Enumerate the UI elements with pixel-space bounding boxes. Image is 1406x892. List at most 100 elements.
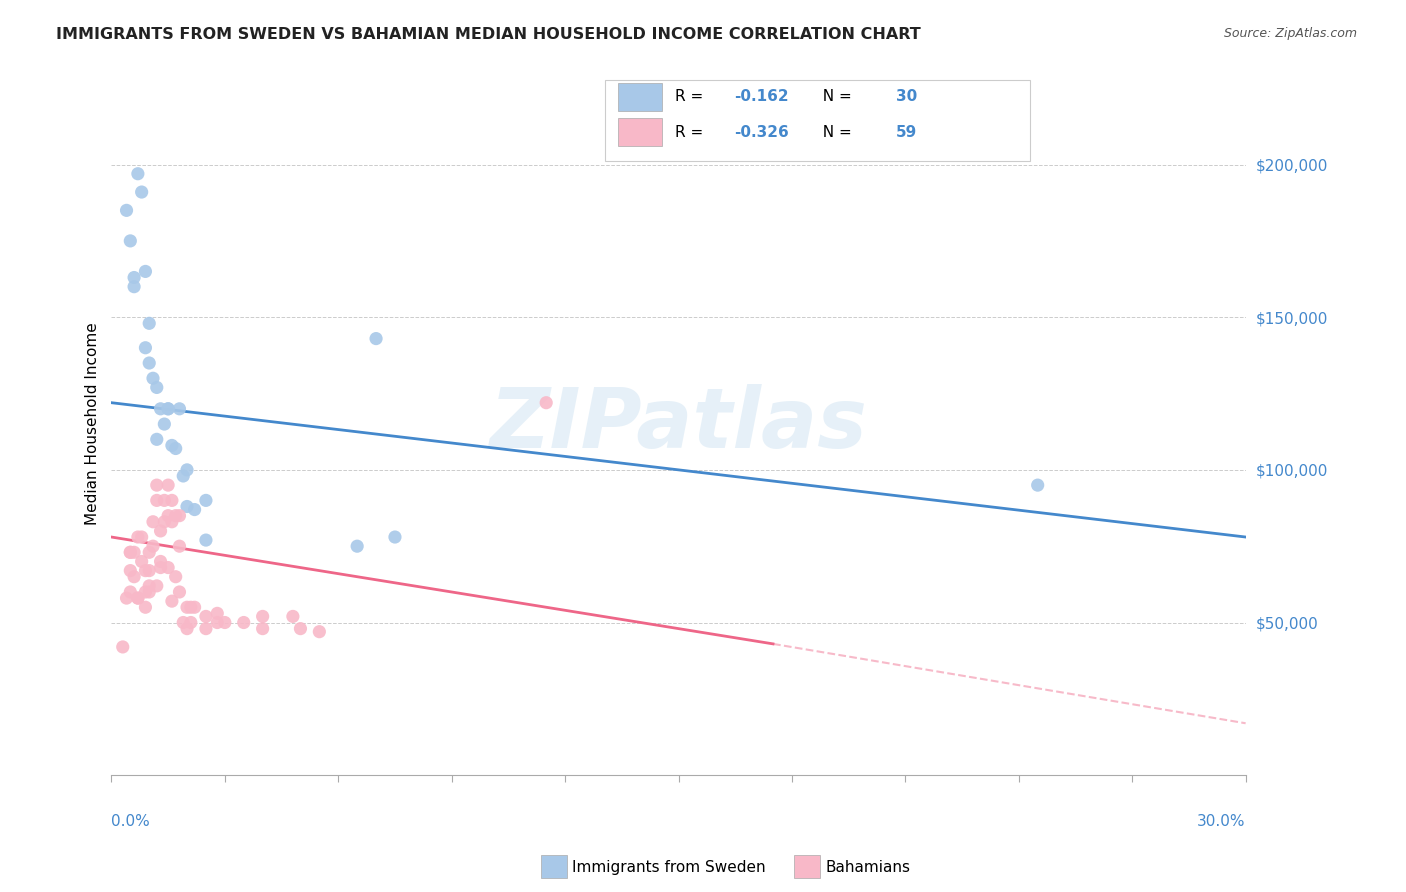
Point	[157, 401, 180, 416]
Text: N =: N =	[814, 125, 858, 140]
Point	[346, 539, 368, 553]
Point	[176, 500, 198, 514]
Point	[1026, 478, 1049, 492]
Point	[252, 622, 274, 636]
Point	[172, 615, 194, 630]
Point	[146, 579, 169, 593]
Point	[384, 530, 406, 544]
Point	[138, 585, 160, 599]
Bar	[619, 83, 661, 111]
Point	[127, 167, 149, 181]
Text: ZIPatlas: ZIPatlas	[489, 384, 868, 465]
Point	[138, 545, 160, 559]
Point	[127, 591, 149, 606]
Point	[364, 332, 387, 346]
Point	[146, 380, 169, 394]
Point	[176, 622, 198, 636]
Text: -0.326: -0.326	[734, 125, 789, 140]
Point	[169, 539, 191, 553]
Point	[127, 530, 149, 544]
Text: -0.162: -0.162	[734, 89, 789, 104]
Point	[138, 356, 160, 370]
Y-axis label: Median Household Income: Median Household Income	[86, 323, 100, 525]
Point	[146, 493, 169, 508]
Point	[214, 615, 236, 630]
Point	[194, 493, 217, 508]
Point	[131, 185, 153, 199]
Point	[157, 560, 180, 574]
Point	[122, 545, 145, 559]
Point	[138, 316, 160, 330]
Text: Source: ZipAtlas.com: Source: ZipAtlas.com	[1223, 27, 1357, 40]
Point	[134, 341, 156, 355]
Point	[111, 640, 134, 654]
Text: 30.0%: 30.0%	[1197, 814, 1246, 829]
Point	[160, 515, 183, 529]
Point	[157, 401, 180, 416]
Point	[176, 463, 198, 477]
Point	[232, 615, 254, 630]
Point	[134, 600, 156, 615]
Text: R =: R =	[675, 125, 709, 140]
Point	[131, 530, 153, 544]
Text: R =: R =	[675, 89, 709, 104]
Point	[534, 395, 557, 409]
Point	[146, 433, 169, 447]
Point	[131, 554, 153, 568]
Point	[207, 607, 229, 621]
Point	[115, 591, 138, 606]
Text: IMMIGRANTS FROM SWEDEN VS BAHAMIAN MEDIAN HOUSEHOLD INCOME CORRELATION CHART: IMMIGRANTS FROM SWEDEN VS BAHAMIAN MEDIA…	[56, 27, 921, 42]
Point	[120, 545, 142, 559]
Point	[180, 600, 202, 615]
Point	[122, 279, 145, 293]
Text: Bahamians: Bahamians	[825, 860, 910, 874]
Point	[134, 564, 156, 578]
Text: Immigrants from Sweden: Immigrants from Sweden	[572, 860, 766, 874]
Point	[138, 564, 160, 578]
Point	[120, 545, 142, 559]
Point	[160, 594, 183, 608]
Text: N =: N =	[814, 89, 858, 104]
Point	[194, 533, 217, 547]
Point	[172, 469, 194, 483]
Point	[153, 417, 176, 431]
Point	[149, 524, 172, 538]
Point	[142, 539, 165, 553]
Point	[149, 554, 172, 568]
Point	[290, 622, 312, 636]
Point	[183, 502, 205, 516]
Point	[194, 622, 217, 636]
Point	[149, 401, 172, 416]
Point	[115, 203, 138, 218]
Point	[120, 564, 142, 578]
Point	[122, 570, 145, 584]
Point	[160, 438, 183, 452]
Point	[207, 615, 229, 630]
Text: 0.0%: 0.0%	[111, 814, 150, 829]
Point	[142, 371, 165, 385]
Point	[153, 493, 176, 508]
Point	[120, 585, 142, 599]
Text: 30: 30	[896, 89, 918, 104]
Point	[142, 515, 165, 529]
Point	[157, 508, 180, 523]
Point	[149, 560, 172, 574]
Point	[169, 401, 191, 416]
Point	[138, 579, 160, 593]
Point	[165, 570, 187, 584]
Point	[134, 264, 156, 278]
Point	[153, 515, 176, 529]
Point	[157, 478, 180, 492]
Point	[134, 585, 156, 599]
Point	[176, 600, 198, 615]
Point	[169, 508, 191, 523]
Point	[183, 600, 205, 615]
Point	[165, 508, 187, 523]
Point	[169, 585, 191, 599]
Bar	[619, 118, 661, 146]
Point	[120, 234, 142, 248]
Point	[165, 442, 187, 456]
Point	[281, 609, 304, 624]
Point	[308, 624, 330, 639]
Point	[252, 609, 274, 624]
